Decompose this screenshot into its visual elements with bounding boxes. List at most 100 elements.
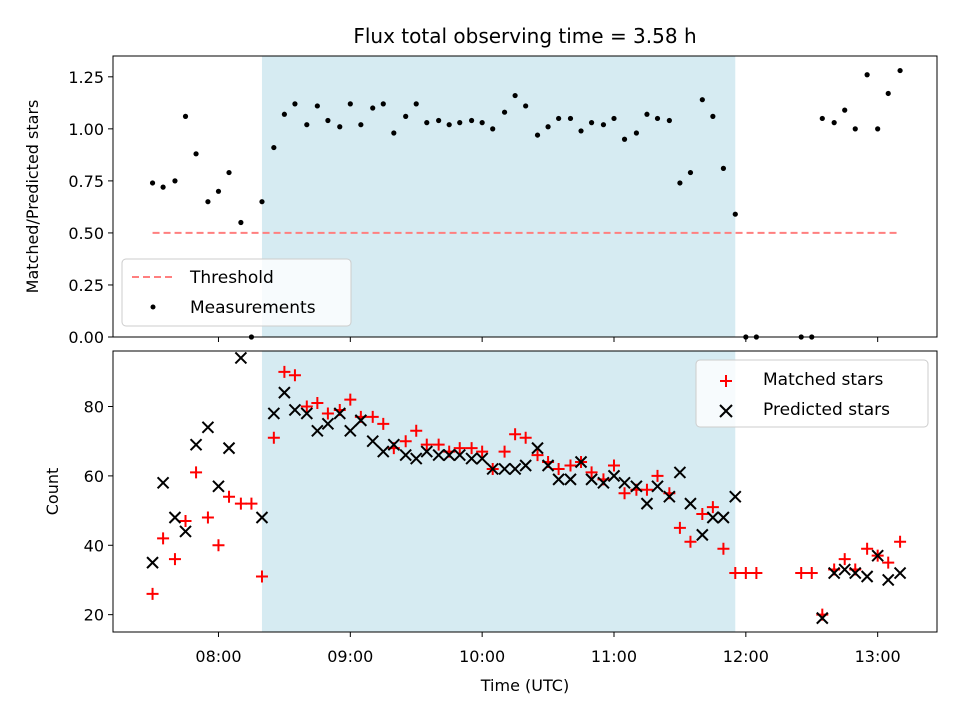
measurement-point bbox=[424, 120, 430, 126]
bottom-axes-frame bbox=[112, 350, 938, 633]
matched-star-point bbox=[453, 442, 466, 455]
measurement-point bbox=[710, 113, 716, 119]
matched-star-point bbox=[311, 397, 324, 410]
matched-star-point bbox=[498, 445, 511, 458]
predicted-star-point bbox=[420, 445, 433, 458]
predicted-star-point bbox=[684, 497, 697, 510]
predicted-star-point bbox=[377, 445, 390, 458]
measurement-point bbox=[380, 101, 386, 107]
measurement-point bbox=[578, 128, 584, 134]
matched-star-point bbox=[321, 407, 334, 420]
predicted-star-point bbox=[453, 448, 466, 462]
measurement-point bbox=[864, 72, 870, 78]
predicted-star-point bbox=[410, 452, 423, 465]
measurement-point bbox=[885, 90, 891, 97]
matched-star-point bbox=[696, 508, 709, 521]
measurement-point bbox=[644, 111, 650, 117]
matched-star-point bbox=[585, 466, 598, 479]
measurement-point bbox=[403, 113, 409, 119]
predicted-star-point bbox=[300, 407, 314, 420]
predicted-star-point bbox=[541, 459, 555, 472]
measurement-point bbox=[337, 124, 343, 130]
predicted-star-point bbox=[486, 462, 499, 476]
matched-star-point bbox=[838, 553, 851, 566]
predicted-star-point bbox=[673, 466, 687, 479]
bottom-legend-box bbox=[695, 359, 929, 428]
matched-star-point bbox=[212, 539, 225, 552]
measurement-point bbox=[819, 115, 825, 122]
measurement-point bbox=[215, 188, 222, 194]
top-legend: Threshold Measurements bbox=[121, 258, 352, 327]
measurement-point bbox=[413, 101, 419, 107]
measurement-point bbox=[226, 169, 232, 176]
measurement-point bbox=[600, 122, 607, 128]
measurement-point bbox=[271, 144, 277, 151]
measurements-legend-label: Measurements bbox=[190, 298, 316, 318]
matched-star-point bbox=[750, 567, 763, 580]
matched-star-point bbox=[729, 567, 742, 580]
y-tick-label: 0.50 bbox=[68, 224, 104, 243]
predicted-star-point bbox=[838, 563, 851, 576]
predicted-star-point bbox=[816, 611, 829, 625]
matched-star-point bbox=[300, 400, 313, 413]
measurement-point bbox=[831, 120, 837, 126]
measurement-point bbox=[479, 120, 485, 126]
matched-star-point bbox=[190, 466, 203, 479]
x-tick-label: 09:00 bbox=[327, 647, 373, 666]
predicted-star-point bbox=[552, 473, 565, 486]
measurement-point bbox=[370, 105, 376, 111]
predicted-star-point bbox=[179, 525, 192, 538]
bottom-highlight-span bbox=[261, 351, 736, 632]
predicted-star-point bbox=[234, 351, 248, 365]
measurement-point bbox=[687, 169, 694, 176]
y-tick-label: 20 bbox=[84, 606, 104, 625]
x-tick-label: 11:00 bbox=[591, 647, 637, 666]
y-tick-label: 0.75 bbox=[68, 172, 104, 191]
measurement-point bbox=[852, 126, 858, 132]
matched-star-point bbox=[234, 497, 247, 510]
matched-star-point bbox=[146, 587, 159, 600]
predicted-star-point bbox=[849, 566, 862, 580]
measurement-point bbox=[325, 117, 331, 124]
measurement-point bbox=[314, 103, 320, 109]
measurement-point bbox=[523, 103, 529, 109]
predicted-star-point bbox=[267, 407, 281, 420]
top-y-axis-label: Matched/Predicted stars bbox=[23, 100, 42, 294]
measurement-point bbox=[446, 122, 452, 128]
matched-legend-swatch bbox=[720, 375, 732, 387]
measurement-point bbox=[160, 184, 166, 190]
measurement-point bbox=[501, 109, 508, 115]
predicted-star-point bbox=[498, 462, 511, 476]
predicted-star-point bbox=[508, 462, 522, 476]
predicted-star-point bbox=[222, 441, 236, 455]
matched-star-point bbox=[564, 459, 577, 472]
measurement-point bbox=[193, 151, 199, 157]
measurement-point bbox=[567, 115, 574, 122]
matched-star-point bbox=[519, 431, 532, 444]
predicted-star-point bbox=[146, 556, 159, 569]
threshold-legend-label: Threshold bbox=[189, 268, 274, 288]
predicted-star-point bbox=[288, 403, 302, 417]
predicted-star-point bbox=[519, 459, 532, 472]
measurements-legend-swatch bbox=[150, 304, 156, 310]
measurement-point bbox=[699, 97, 705, 103]
matched-star-point bbox=[552, 462, 565, 475]
measurement-point bbox=[677, 180, 683, 186]
measurement-point bbox=[304, 122, 310, 128]
matched-star-point bbox=[795, 567, 808, 580]
bottom-x-axis: 08:00 09:00 10:00 11:00 12:00 13:00 bbox=[195, 632, 901, 666]
predicted-star-point bbox=[860, 570, 874, 583]
predicted-star-point bbox=[574, 455, 588, 469]
measurement-point bbox=[457, 120, 463, 126]
matched-star-point bbox=[245, 497, 258, 510]
y-tick-label: 1.00 bbox=[68, 120, 104, 139]
y-tick-label: 0.25 bbox=[68, 276, 104, 295]
predicted-star-point bbox=[311, 424, 324, 437]
measurement-point bbox=[875, 126, 881, 132]
measurement-point bbox=[391, 130, 397, 136]
x-tick-label: 08:00 bbox=[195, 647, 241, 666]
predicted-star-point bbox=[651, 480, 664, 493]
matched-star-point bbox=[717, 542, 730, 555]
matched-star-point bbox=[157, 532, 170, 545]
